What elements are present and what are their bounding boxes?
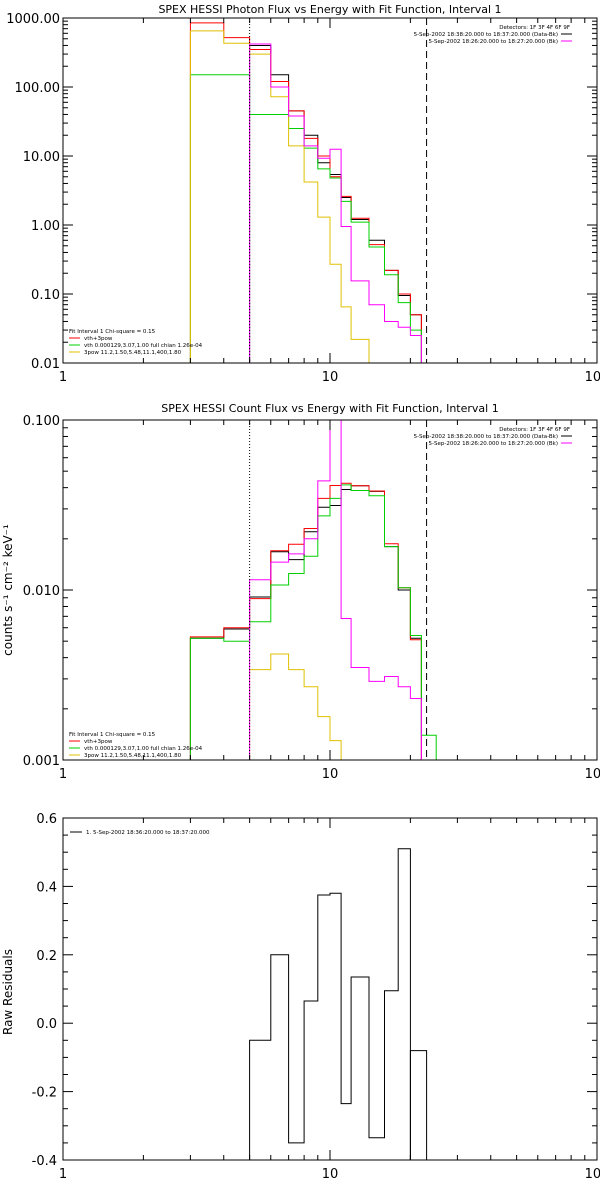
residuals-y-tick-label: -0.4 bbox=[32, 1154, 57, 1169]
count-flux-series-vth bbox=[189, 484, 450, 760]
photon-flux-x-tick-label: 10 bbox=[322, 370, 339, 385]
residuals-series bbox=[249, 848, 428, 1161]
count-flux-left-legend: Fit Interval 1 Chi-square = 0.15 vth+3po… bbox=[69, 732, 203, 759]
residuals-y-tick-label: 0.0 bbox=[36, 1017, 57, 1032]
residuals-y-tick-label: 0.6 bbox=[36, 812, 57, 827]
photon-flux-y-tick-label: 1.00 bbox=[31, 219, 60, 234]
photon-flux-series-3pow bbox=[189, 30, 385, 363]
photon-flux-series-data-minus-bk bbox=[249, 45, 422, 363]
count-flux-series bbox=[189, 420, 450, 760]
residuals-y-tick-label: 0.4 bbox=[36, 880, 57, 895]
count-flux-legend-vthpow: vth+3pow bbox=[84, 739, 113, 745]
photon-flux-y-tick-label: 100.00 bbox=[15, 81, 61, 96]
count-flux-y-tick-label: 0.010 bbox=[23, 584, 60, 599]
photon-flux-series-background bbox=[249, 43, 422, 363]
photon-flux-series bbox=[189, 22, 437, 363]
photon-flux-x-tick-label: 100 bbox=[585, 370, 600, 385]
count-flux-energy-range-markers bbox=[249, 420, 428, 760]
residuals-x-tick-label: 100 bbox=[585, 1167, 600, 1182]
photon-flux-series-vth-plus-3pow bbox=[189, 22, 422, 363]
residuals-y-axis-label: Raw Residuals bbox=[1, 949, 15, 1035]
residuals-y-tick-label: 0.2 bbox=[36, 949, 57, 964]
count-flux-axes: 1 10 100 0.100 0.010 0.001 bbox=[23, 414, 600, 782]
residuals-x-tick-label: 10 bbox=[322, 1167, 339, 1182]
count-flux-series-vth-plus-3pow bbox=[189, 482, 422, 760]
count-flux-series-3pow bbox=[249, 653, 352, 760]
photon-flux-fit-info: Fit Interval 1 Chi-square = 0.15 bbox=[69, 329, 156, 335]
photon-flux-y-tick-label: 10.00 bbox=[23, 150, 60, 165]
photon-flux-series-vth bbox=[189, 74, 437, 363]
residuals-plot-frame bbox=[62, 817, 598, 1161]
count-flux-legend-bk: 5-Sep-2002 18:26:20.000 to 18:27:20.000 … bbox=[429, 441, 559, 447]
photon-flux-energy-range-markers bbox=[249, 18, 428, 363]
photon-flux-left-legend: Fit Interval 1 Chi-square = 0.15 vth+3po… bbox=[69, 329, 203, 356]
count-flux-title: SPEX HESSI Count Flux vs Energy with Fit… bbox=[161, 402, 498, 415]
photon-flux-y-tick-label: 0.01 bbox=[31, 357, 60, 372]
count-flux-series-data-minus-bk bbox=[189, 485, 422, 760]
residuals-legend: 1. 5-Sep-2002 18:36:20.000 to 18:37:20.0… bbox=[70, 830, 210, 836]
count-flux-right-legend: Detectors: 1F 3F 4F 6F 9F 5-Sep-2002 18:… bbox=[414, 427, 572, 447]
photon-flux-legend-vthpow: vth+3pow bbox=[84, 336, 113, 342]
photon-flux-legend-bk: 5-Sep-2002 18:26:20.000 to 18:27:20.000 … bbox=[429, 39, 559, 45]
residuals-y-tick-label: -0.2 bbox=[32, 1086, 57, 1101]
photon-flux-legend-vth: vth 0.000129,3.07,1.00 full chian 1.26e-… bbox=[84, 343, 203, 349]
photon-flux-legend-data-bk: 5-Sep-2002 18:38:20.000 to 18:37:20.000 … bbox=[414, 32, 558, 38]
photon-flux-y-tick-label: 0.10 bbox=[31, 288, 60, 303]
residuals-legend-entry: 1. 5-Sep-2002 18:36:20.000 to 18:37:20.0… bbox=[86, 830, 210, 836]
count-flux-legend-3pow: 3pow 11.2,1.50,5.48,11.1,400,1.80 bbox=[84, 753, 182, 759]
residuals-step-line bbox=[249, 848, 422, 1161]
count-flux-y-tick-label: 0.001 bbox=[23, 754, 60, 769]
photon-flux-plot-frame bbox=[62, 17, 598, 364]
photon-flux-x-tick-label: 1 bbox=[59, 370, 67, 385]
photon-flux-title: SPEX HESSI Photon Flux vs Energy with Fi… bbox=[158, 3, 501, 16]
count-flux-y-axis-label: counts s⁻¹ cm⁻² keV⁻¹ bbox=[1, 524, 15, 656]
count-flux-y-tick-label: 0.100 bbox=[23, 414, 60, 429]
residuals-x-tick-label: 1 bbox=[59, 1167, 67, 1182]
count-flux-series-background bbox=[249, 420, 422, 760]
photon-flux-y-tick-label: 1000.00 bbox=[6, 12, 60, 27]
residuals-last-bin bbox=[409, 1050, 428, 1160]
count-flux-detectors: Detectors: 1F 3F 4F 6F 9F bbox=[499, 427, 570, 433]
photon-flux-panel: SPEX HESSI Photon Flux vs Energy with Fi… bbox=[6, 3, 600, 385]
count-flux-legend-vth: vth 0.000129,3.07,1.00 full chian 1.26e-… bbox=[84, 746, 203, 752]
count-flux-x-tick-label: 1 bbox=[59, 767, 67, 782]
count-flux-x-tick-label: 10 bbox=[322, 767, 339, 782]
photon-flux-detectors: Detectors: 1F 3F 4F 6F 9F bbox=[499, 25, 570, 31]
count-flux-fit-info: Fit Interval 1 Chi-square = 0.15 bbox=[69, 732, 156, 738]
residuals-panel: Raw Residuals 1 10 100 0.6 0.4 0.2 0.0 -0.2 -0.4… bbox=[1, 812, 600, 1182]
count-flux-legend-data-bk: 5-Sep-2002 18:38:20.000 to 18:37:20.000 … bbox=[414, 434, 558, 440]
count-flux-x-tick-label: 100 bbox=[585, 767, 600, 782]
photon-flux-right-legend: Detectors: 1F 3F 4F 6F 9F 5-Sep-2002 18:… bbox=[414, 25, 572, 45]
residuals-axes: 1 10 100 0.6 0.4 0.2 0.0 -0.2 -0.4 bbox=[32, 812, 600, 1182]
photon-flux-axes: 1 10 100 1000.00 100.00 10.00 1.00 0.10 0.01 bbox=[6, 12, 600, 385]
count-flux-panel: SPEX HESSI Count Flux vs Energy with Fit… bbox=[1, 402, 600, 782]
photon-flux-legend-3pow: 3pow 11.2,1.50,5.48,11.1,400,1.80 bbox=[84, 350, 182, 356]
